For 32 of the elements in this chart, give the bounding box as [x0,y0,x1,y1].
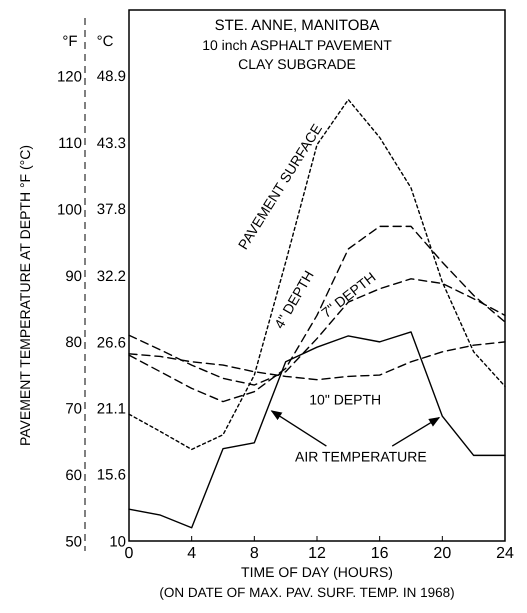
x-tick-label: 24 [496,545,514,562]
text: 10 inch ASPHALT PAVEMENT CLAY SUBGRADE [202,37,392,72]
y-tick-label: 100 [56,201,82,218]
x-tick-label: 0 [124,545,134,562]
y-tick-label: 80 [65,334,82,352]
y2-tick-label: 43.3 [96,135,126,152]
y2-tick-label: 48.9 [96,68,126,86]
y-tick-label: 120 [56,68,82,86]
x-tick-label: 12 [308,545,326,562]
series-label: 10" DEPTH [309,391,382,408]
x-axis-title: TIME OF DAY (HOURS) [241,564,393,580]
y-tick-label: 50 [65,533,82,550]
y2-tick-label: 32.2 [96,268,126,285]
text: °C [96,33,114,50]
y2-tick-label: 37.8 [96,200,126,218]
y-tick-label: 70 [65,400,82,418]
text: °F [62,33,78,50]
x-tick-label: 16 [370,545,389,562]
legend-label: AIR TEMPERATURE [295,448,427,464]
x-tick-label: 20 [433,545,452,562]
y-axis-title: PAVEMENT TEMPERATURE AT DEPTH °F (°C) [17,144,33,446]
y2-tick-label: 10 [109,533,126,550]
y2-tick-label: 15.6 [96,466,126,484]
y-tick-label: 90 [65,268,82,285]
y-tick-label: 60 [65,466,82,484]
text: STE. ANNE, MANITOBA [214,17,380,34]
y2-tick-label: 21.1 [96,400,126,418]
y-tick-label: 110 [58,135,82,152]
x-tick-label: 8 [250,545,259,562]
y2-tick-label: 26.6 [96,334,126,352]
x-tick-label: 4 [187,545,196,562]
text: (ON DATE OF MAX. PAV. SURF. TEMP. IN 1968) [159,585,455,600]
